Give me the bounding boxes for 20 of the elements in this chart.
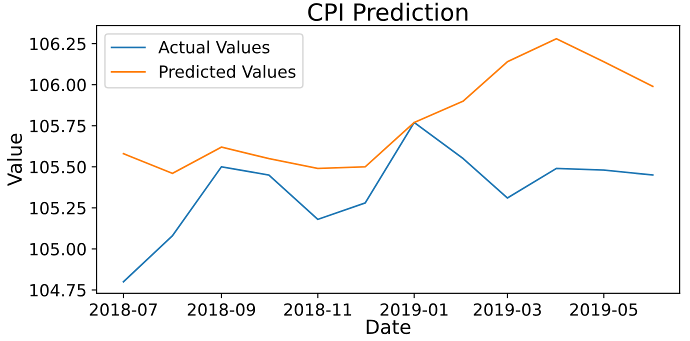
x-tick-label: 2019-03 bbox=[474, 303, 541, 316]
y-tick-label: 105.00 bbox=[30, 242, 86, 256]
x-tick-label: 2019-05 bbox=[570, 303, 638, 316]
line-series bbox=[122, 122, 654, 283]
y-axis-title: Value bbox=[6, 134, 22, 186]
legend-label: Predicted Values bbox=[160, 65, 296, 78]
line-series bbox=[122, 38, 654, 174]
y-tick-label: 105.25 bbox=[30, 202, 86, 214]
chart-title: CPI Prediction bbox=[308, 2, 468, 21]
x-tick-label: 2018-09 bbox=[188, 303, 256, 316]
x-tick-label: 2018-07 bbox=[90, 303, 157, 316]
legend-label: Actual Values bbox=[158, 40, 270, 54]
y-tick-label: 104.75 bbox=[30, 284, 86, 297]
x-axis-title: Date bbox=[366, 320, 410, 334]
y-tick-label: 106.00 bbox=[30, 78, 86, 92]
y-tick-label: 105.50 bbox=[30, 160, 86, 174]
y-tick-label: 106.25 bbox=[30, 38, 86, 50]
x-tick-label: 2018-11 bbox=[284, 303, 352, 316]
x-tick-label: 2019-01 bbox=[380, 303, 448, 316]
y-tick-label: 105.75 bbox=[30, 120, 86, 132]
